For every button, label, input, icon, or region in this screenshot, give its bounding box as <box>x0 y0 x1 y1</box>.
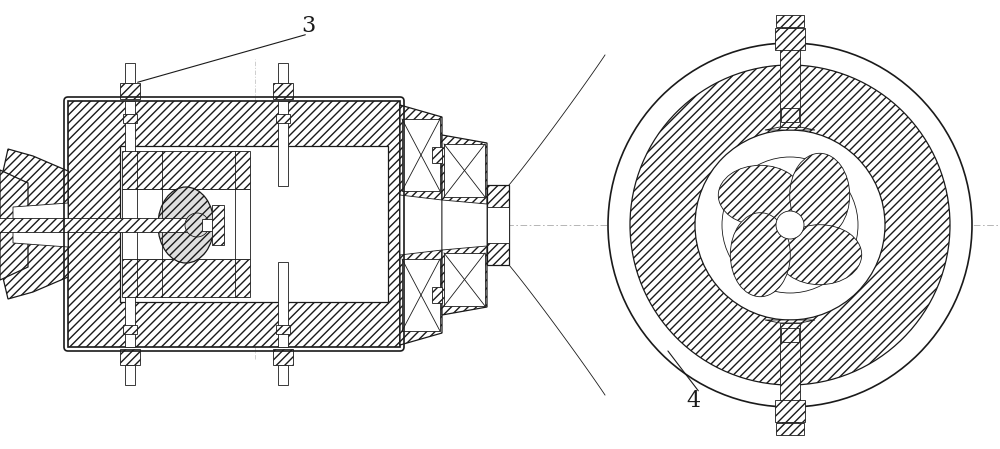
Ellipse shape <box>718 165 802 225</box>
Bar <box>278 365 288 385</box>
Polygon shape <box>273 83 293 99</box>
Polygon shape <box>432 287 442 303</box>
Polygon shape <box>402 119 440 191</box>
Circle shape <box>776 211 804 239</box>
Polygon shape <box>122 151 250 189</box>
Ellipse shape <box>790 153 850 238</box>
Ellipse shape <box>778 224 862 285</box>
Polygon shape <box>782 422 798 427</box>
Polygon shape <box>0 218 202 232</box>
Polygon shape <box>68 101 400 347</box>
Polygon shape <box>781 108 799 122</box>
Bar <box>278 63 288 83</box>
Polygon shape <box>444 144 485 197</box>
Polygon shape <box>782 23 798 28</box>
Polygon shape <box>442 135 487 315</box>
Polygon shape <box>775 400 805 422</box>
Polygon shape <box>0 170 28 280</box>
Bar <box>120 146 388 302</box>
Polygon shape <box>400 105 442 345</box>
Text: 3: 3 <box>301 15 315 37</box>
Polygon shape <box>432 147 442 163</box>
Polygon shape <box>276 325 290 334</box>
Polygon shape <box>212 205 224 245</box>
Polygon shape <box>776 423 804 435</box>
Polygon shape <box>122 259 250 297</box>
Polygon shape <box>775 28 805 50</box>
Polygon shape <box>780 323 800 402</box>
Polygon shape <box>765 320 815 323</box>
Bar <box>122 189 250 259</box>
Circle shape <box>185 213 209 237</box>
Bar <box>125 365 135 385</box>
Polygon shape <box>400 195 442 255</box>
Bar <box>125 262 135 347</box>
Polygon shape <box>776 15 804 27</box>
Circle shape <box>608 43 972 407</box>
Polygon shape <box>273 349 293 365</box>
Polygon shape <box>120 349 140 365</box>
Circle shape <box>722 157 858 293</box>
Bar <box>125 101 135 186</box>
Bar <box>278 101 288 186</box>
Polygon shape <box>781 328 799 342</box>
Polygon shape <box>402 259 440 331</box>
Polygon shape <box>444 253 485 306</box>
Polygon shape <box>780 48 800 127</box>
Polygon shape <box>442 200 487 250</box>
Polygon shape <box>123 114 137 123</box>
Ellipse shape <box>730 213 790 297</box>
Polygon shape <box>487 185 509 265</box>
Polygon shape <box>13 203 68 247</box>
Bar <box>202 219 222 231</box>
Polygon shape <box>0 149 68 299</box>
Circle shape <box>630 65 950 385</box>
Circle shape <box>695 130 885 320</box>
Polygon shape <box>276 114 290 123</box>
Polygon shape <box>765 127 815 130</box>
Polygon shape <box>120 83 140 99</box>
Bar <box>278 262 288 347</box>
Text: 4: 4 <box>686 390 700 412</box>
Polygon shape <box>123 325 137 334</box>
Ellipse shape <box>158 187 214 263</box>
Bar <box>125 63 135 83</box>
Polygon shape <box>487 207 509 243</box>
